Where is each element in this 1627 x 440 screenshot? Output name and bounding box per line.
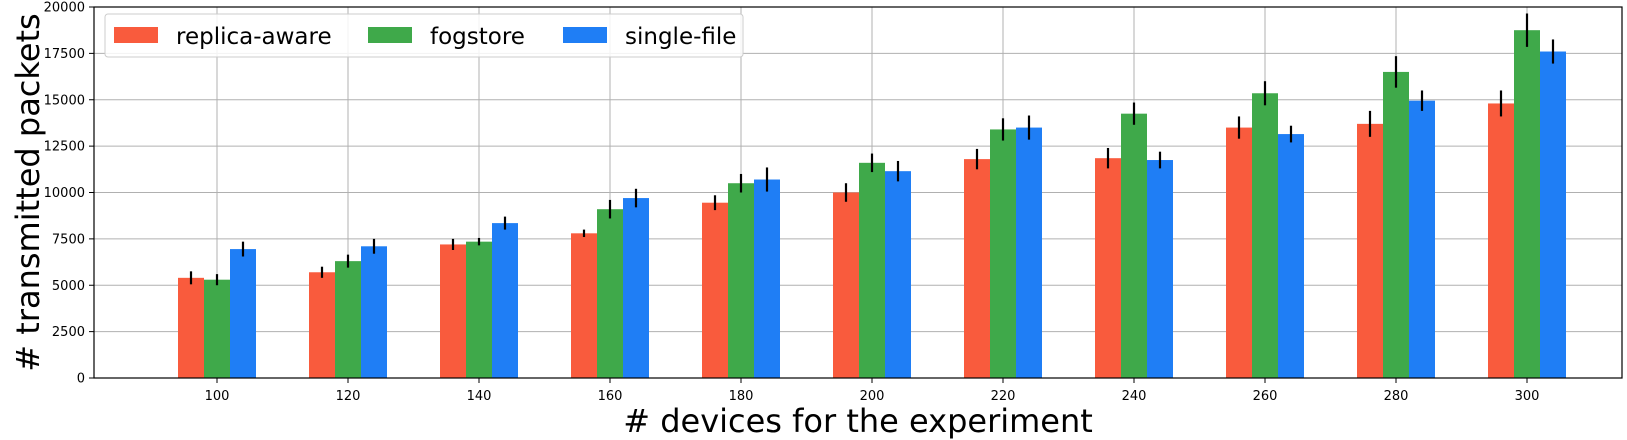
y-tick-label: 15000 [44, 93, 85, 108]
y-tick-label: 2500 [52, 325, 85, 340]
legend-box [104, 13, 744, 58]
bar-single-file-200 [885, 171, 911, 378]
bar-fogstore-280 [1383, 71, 1409, 379]
x-tick-label: 140 [467, 389, 492, 404]
bar-group [178, 30, 1566, 379]
x-tick-label: 180 [729, 389, 754, 404]
bar-single-file-100 [230, 249, 256, 378]
legend: replica-aware fogstore single-file [104, 13, 744, 58]
bar-fogstore-180 [728, 183, 754, 378]
bar-fogstore-120 [335, 261, 361, 378]
bar-single-file-120 [361, 246, 387, 378]
x-tick-label: 200 [860, 389, 885, 404]
x-tick-label: 280 [1384, 389, 1409, 404]
legend-swatch-replica-aware [114, 27, 158, 43]
y-tick-label: 17500 [44, 47, 85, 62]
x-axis-title: # devices for the experiment [623, 402, 1093, 440]
bar-replica-aware-220 [964, 159, 990, 378]
y-tick-label: 7500 [52, 232, 85, 247]
y-tick-label: 12500 [44, 140, 85, 155]
x-tick-label: 300 [1515, 389, 1540, 404]
bar-single-file-140 [492, 223, 518, 378]
bar-replica-aware-180 [702, 202, 728, 378]
error-bar-group [189, 13, 1555, 286]
bar-single-file-240 [1147, 160, 1173, 378]
legend-label-fogstore: fogstore [430, 24, 525, 50]
bar-replica-aware-140 [440, 244, 466, 378]
bar-fogstore-100 [204, 279, 230, 378]
legend-label-replica-aware: replica-aware [176, 24, 332, 50]
y-tick-label: 5000 [52, 279, 85, 294]
bar-single-file-160 [623, 198, 649, 378]
bar-replica-aware-300 [1488, 103, 1514, 379]
bar-single-file-260 [1278, 134, 1304, 378]
bar-replica-aware-260 [1226, 127, 1252, 378]
x-tick-label: 100 [205, 389, 230, 404]
bar-replica-aware-120 [309, 272, 335, 378]
bar-fogstore-200 [859, 162, 885, 378]
x-tick-label: 120 [336, 389, 361, 404]
bar-fogstore-260 [1252, 93, 1278, 378]
bar-replica-aware-280 [1357, 123, 1383, 379]
bar-replica-aware-160 [571, 233, 597, 378]
x-axis-ticks: 100 120 140 160 180 200 220 240 260 280 300 [205, 378, 1540, 404]
bar-single-file-220 [1016, 127, 1042, 378]
x-tick-label: 240 [1122, 389, 1147, 404]
x-tick-label: 160 [598, 389, 623, 404]
bar-fogstore-140 [466, 241, 492, 378]
bar-single-file-280 [1409, 100, 1435, 379]
bar-single-file-180 [754, 179, 780, 378]
x-tick-label: 260 [1253, 389, 1278, 404]
bar-single-file-300 [1540, 51, 1566, 379]
y-tick-label: 10000 [44, 186, 85, 201]
bar-replica-aware-240 [1095, 158, 1121, 378]
y-tick-label: 0 [77, 372, 85, 387]
bar-fogstore-240 [1121, 113, 1147, 378]
y-axis-ticks: 0 2500 5000 7500 10000 12500 15000 17500 20000 [44, 1, 94, 387]
x-tick-label: 220 [991, 389, 1016, 404]
bar-fogstore-220 [990, 129, 1016, 378]
bar-replica-aware-200 [833, 192, 859, 378]
y-tick-label: 20000 [44, 1, 85, 16]
legend-label-single-file: single-file [625, 24, 736, 50]
legend-swatch-single-file [563, 27, 607, 43]
bar-replica-aware-100 [178, 277, 204, 378]
bar-fogstore-300 [1514, 30, 1540, 378]
y-axis-title: # transmitted packets [9, 13, 47, 371]
legend-swatch-fogstore [368, 27, 412, 43]
bar-fogstore-160 [597, 209, 623, 378]
